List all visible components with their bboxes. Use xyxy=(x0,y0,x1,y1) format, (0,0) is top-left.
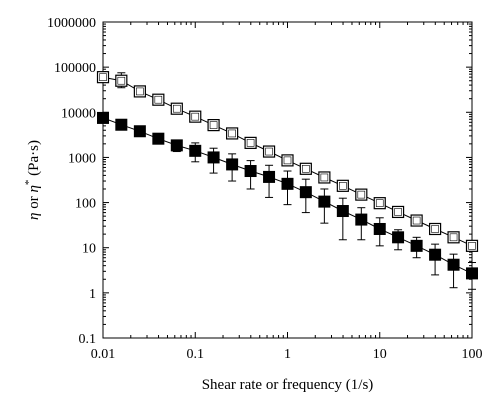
data-point-open-square-inner xyxy=(449,233,458,242)
data-point-open-square xyxy=(207,119,220,132)
data-point-open-square xyxy=(465,239,479,252)
data-point-open-square xyxy=(391,205,405,219)
data-point-filled-square xyxy=(226,158,239,171)
data-point-open-square-inner xyxy=(357,190,366,199)
y-tick-label: 1 xyxy=(89,287,96,302)
data-point-open-square-inner xyxy=(209,121,218,129)
data-point-open-square-inner xyxy=(136,87,144,96)
data-point-filled-square xyxy=(318,195,331,208)
data-point-open-square-inner xyxy=(302,164,310,173)
data-point-open-square-inner xyxy=(431,225,439,233)
y-tick-label: 10 xyxy=(82,242,96,257)
data-point-open-square-inner xyxy=(468,242,476,250)
data-point-open-square-inner xyxy=(412,216,421,225)
series-layer xyxy=(96,71,479,290)
data-point-filled-square xyxy=(133,125,146,138)
y-tick-label: 0.1 xyxy=(79,332,97,347)
data-point-filled-square xyxy=(447,258,460,271)
data-point-open-square xyxy=(410,214,423,227)
data-point-filled-square xyxy=(281,177,294,190)
series-filled-square xyxy=(97,111,478,290)
data-point-open-square-inner xyxy=(339,182,347,190)
y-tick-label: 1000000 xyxy=(47,16,96,31)
y-axis-label-or: or xyxy=(26,193,42,213)
x-tick-label: 100 xyxy=(462,347,483,362)
data-point-filled-square xyxy=(373,222,386,235)
y-axis-label-star: * xyxy=(23,180,35,186)
data-point-filled-square xyxy=(152,132,165,145)
x-tick-label: 0.01 xyxy=(91,347,116,362)
data-point-filled-square xyxy=(207,151,220,164)
data-point-filled-square xyxy=(336,205,349,218)
data-point-filled-square xyxy=(299,186,312,199)
data-point-open-square xyxy=(244,136,257,149)
y-tick-label: 10000 xyxy=(61,106,96,121)
data-point-open-square xyxy=(355,188,368,201)
data-point-filled-square xyxy=(115,118,128,131)
data-point-filled-square xyxy=(466,267,478,280)
data-point-open-square xyxy=(428,222,442,236)
data-point-open-square-inner xyxy=(246,139,255,147)
data-point-open-square xyxy=(189,110,202,123)
data-point-open-square xyxy=(373,197,386,210)
data-point-filled-square xyxy=(355,213,368,226)
data-point-filled-square xyxy=(429,248,442,261)
data-point-open-square xyxy=(170,102,183,115)
x-tick-label: 10 xyxy=(373,347,387,362)
x-tick-label: 0.1 xyxy=(187,347,205,362)
data-point-open-square-inner xyxy=(265,147,273,156)
x-tick-label: 1 xyxy=(284,347,291,362)
data-point-open-square-inner xyxy=(99,73,107,81)
y-tick-label: 100 xyxy=(75,197,96,212)
data-point-open-square xyxy=(226,127,239,140)
data-point-filled-square xyxy=(410,239,423,252)
y-axis-label: η or η* (Pa·s) xyxy=(23,140,42,220)
data-point-filled-square xyxy=(244,165,257,178)
data-point-open-square-inner xyxy=(394,208,402,216)
y-axis-label-eta-star: η xyxy=(26,185,42,192)
data-point-open-square xyxy=(133,85,146,98)
data-point-open-square-inner xyxy=(154,95,163,104)
data-point-filled-square xyxy=(189,144,202,157)
data-point-filled-square xyxy=(170,139,183,152)
data-point-filled-square xyxy=(392,231,405,244)
data-point-open-square-inner xyxy=(173,104,181,113)
y-tick-label: 100000 xyxy=(54,61,96,76)
data-point-open-square xyxy=(299,162,312,175)
data-point-open-square-inner xyxy=(191,112,200,121)
data-point-open-square xyxy=(96,71,110,84)
data-point-open-square xyxy=(318,171,331,184)
data-point-open-square xyxy=(447,231,460,244)
data-point-open-square xyxy=(152,93,165,106)
data-point-open-square-inner xyxy=(375,199,384,207)
data-point-open-square xyxy=(281,154,294,167)
data-point-open-square-inner xyxy=(228,129,236,138)
data-point-open-square xyxy=(262,145,276,158)
x-axis-label: Shear rate or frequency (1/s) xyxy=(202,377,374,393)
data-point-open-square xyxy=(336,179,349,192)
series-open-square xyxy=(96,71,479,252)
data-point-open-square-inner xyxy=(283,156,292,165)
x-axis-ticks: 0.01 0.1 1 10 100 xyxy=(91,22,483,362)
data-point-filled-square xyxy=(97,111,109,124)
data-point-open-square-inner xyxy=(320,173,329,182)
data-point-open-square-inner xyxy=(117,76,126,85)
y-tick-label: 1000 xyxy=(68,151,96,166)
data-point-filled-square xyxy=(263,170,276,183)
y-axis-ticks: 0.1 1 10 100 1000 10000 100000 1000000 xyxy=(47,16,472,347)
y-axis-label-eta: η xyxy=(26,213,42,220)
y-axis-label-unit: (Pa·s) xyxy=(26,140,42,180)
data-point-open-square xyxy=(115,74,128,87)
